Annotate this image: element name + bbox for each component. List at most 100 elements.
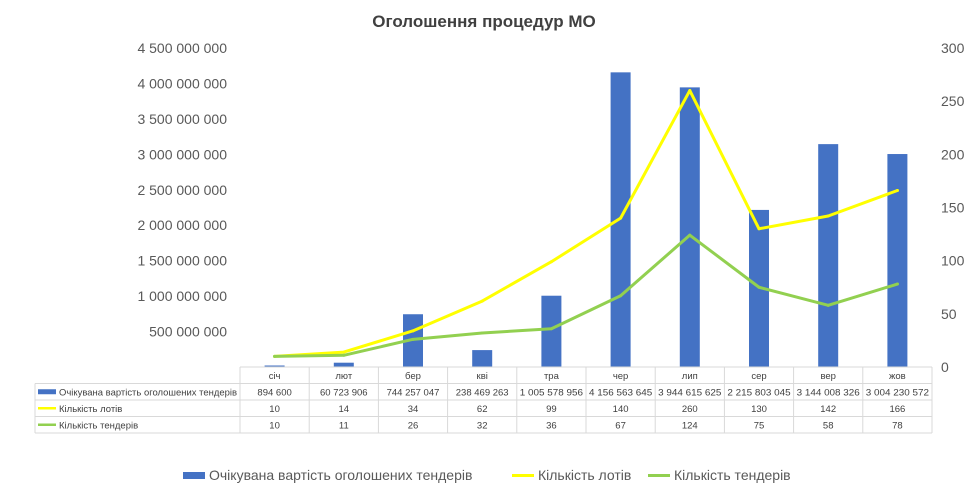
category-label: тра [544,371,560,382]
legend-label: Очікувана вартість оголошених тендерів [209,467,472,483]
table-cell-value: 4 156 563 645 [589,387,652,398]
category-label: вер [820,371,836,382]
y-left-tick-label: 2 000 000 000 [137,217,227,233]
line-point [549,260,553,264]
table-cell-value: 3 004 230 572 [866,387,929,398]
line-point [549,327,553,331]
category-label: сер [751,371,766,382]
y-right-tick-label: 0 [941,359,949,375]
bar-series [264,72,908,368]
line-point [826,214,830,218]
table-cell-value: 744 257 047 [387,387,440,398]
table-cell-value: 60 723 906 [320,387,368,398]
legend: Очікувана вартість оголошених тендерів Кі… [183,467,791,483]
category-label: жов [889,371,906,382]
line-point [895,188,899,192]
data-table: січ лют бер кві тра чер лип сер вер жов Очікувана … [34,366,933,434]
y-left-tick-label: 3 000 000 000 [137,146,227,162]
y-left-tick-label: 500 000 000 [149,324,227,340]
bar-лип [679,87,700,368]
bar-лют [333,362,354,367]
table-cell-value: 14 [339,404,350,415]
category-label: кві [477,371,488,382]
table-cell-value: 67 [615,420,626,431]
table-cell-value: 10 [269,404,280,415]
line-series-2 [273,233,899,358]
table-cell-value: 1 005 578 956 [520,387,583,398]
table-cell-value: 2 215 803 045 [727,387,790,398]
legend-label: Кількість лотів [538,467,631,483]
line-point [688,233,692,237]
table-cell-value: 11 [339,420,349,431]
y-left-tick-label: 4 000 000 000 [137,75,227,91]
table-cell-value: 124 [682,420,698,431]
line-point [757,285,761,289]
bar-січ [264,365,285,367]
table-series-name: Кількість тендерів [59,420,138,431]
legend-key-bar [183,472,205,479]
table-cell-value: 3 944 615 625 [658,387,721,398]
y-left-tick-label: 2 500 000 000 [137,182,227,198]
table-cell-value: 260 [682,404,698,415]
category-label: лип [682,371,698,382]
table-cell-value: 58 [823,420,834,431]
table-cell-value: 99 [546,404,557,415]
table-cell-value: 3 144 008 326 [797,387,860,398]
table-cell-value: 130 [751,404,767,415]
legend-label: Кількість тендерів [674,467,791,483]
line-series-1 [273,89,899,358]
chart-title: Оголошення процедур МО [372,12,595,31]
table-cell-value: 238 469 263 [456,387,509,398]
line-point [342,353,346,357]
table-cell-value: 36 [546,420,557,431]
y-left-tick-label: 4 500 000 000 [137,40,227,56]
line-point [342,350,346,354]
y-right-tick-label: 300 [941,40,965,56]
bar-тра [541,295,562,367]
line-point [480,299,484,303]
table-cell-value: 26 [408,420,419,431]
category-label: лют [335,371,352,382]
table-cell-value: 34 [408,404,419,415]
bar-жов [887,154,908,367]
table-cell-value: 142 [820,404,836,415]
table-series-name: Кількість лотів [59,404,122,415]
y-left-tick-label: 3 500 000 000 [137,111,227,127]
table-cell-value: 78 [892,420,903,431]
y-right-tick-label: 200 [941,146,965,162]
table-cell-value: 32 [477,420,488,431]
y-left-tick-label: 1 000 000 000 [137,288,227,304]
y-right-tick-label: 50 [941,306,957,322]
line-point [480,331,484,335]
table-cell-value: 10 [269,420,280,431]
category-label: бер [405,371,421,382]
line-series [273,89,899,358]
y-right-tick-label: 100 [941,253,965,269]
line-point [411,337,415,341]
y-right-tick-label: 150 [941,200,965,216]
left-axis: 500 000 000 1 000 000 000 1 500 000 000 2 0… [137,40,227,340]
line-point [273,354,277,358]
line-point [826,303,830,307]
table-cell-value: 166 [889,404,905,415]
table-cell-value: 75 [754,420,765,431]
table-cell-value: 894 600 [257,387,291,398]
category-label: чер [613,371,629,382]
line-point [688,89,692,93]
y-left-tick-label: 1 500 000 000 [137,253,227,269]
table-cell-value: 62 [477,404,488,415]
table-series-name: Очікувана вартість оголошених тендерів [59,387,237,398]
line-point [619,216,623,220]
right-axis: 0 50 100 150 200 250 300 [941,40,965,375]
category-label: січ [269,371,281,382]
line-point [411,329,415,333]
y-right-tick-label: 250 [941,93,965,109]
line-point [757,227,761,231]
bar-вер [818,144,839,367]
table-cell-value: 140 [613,404,629,415]
table-legend-key [38,389,56,395]
line-point [895,282,899,286]
bar-кві [472,350,493,367]
